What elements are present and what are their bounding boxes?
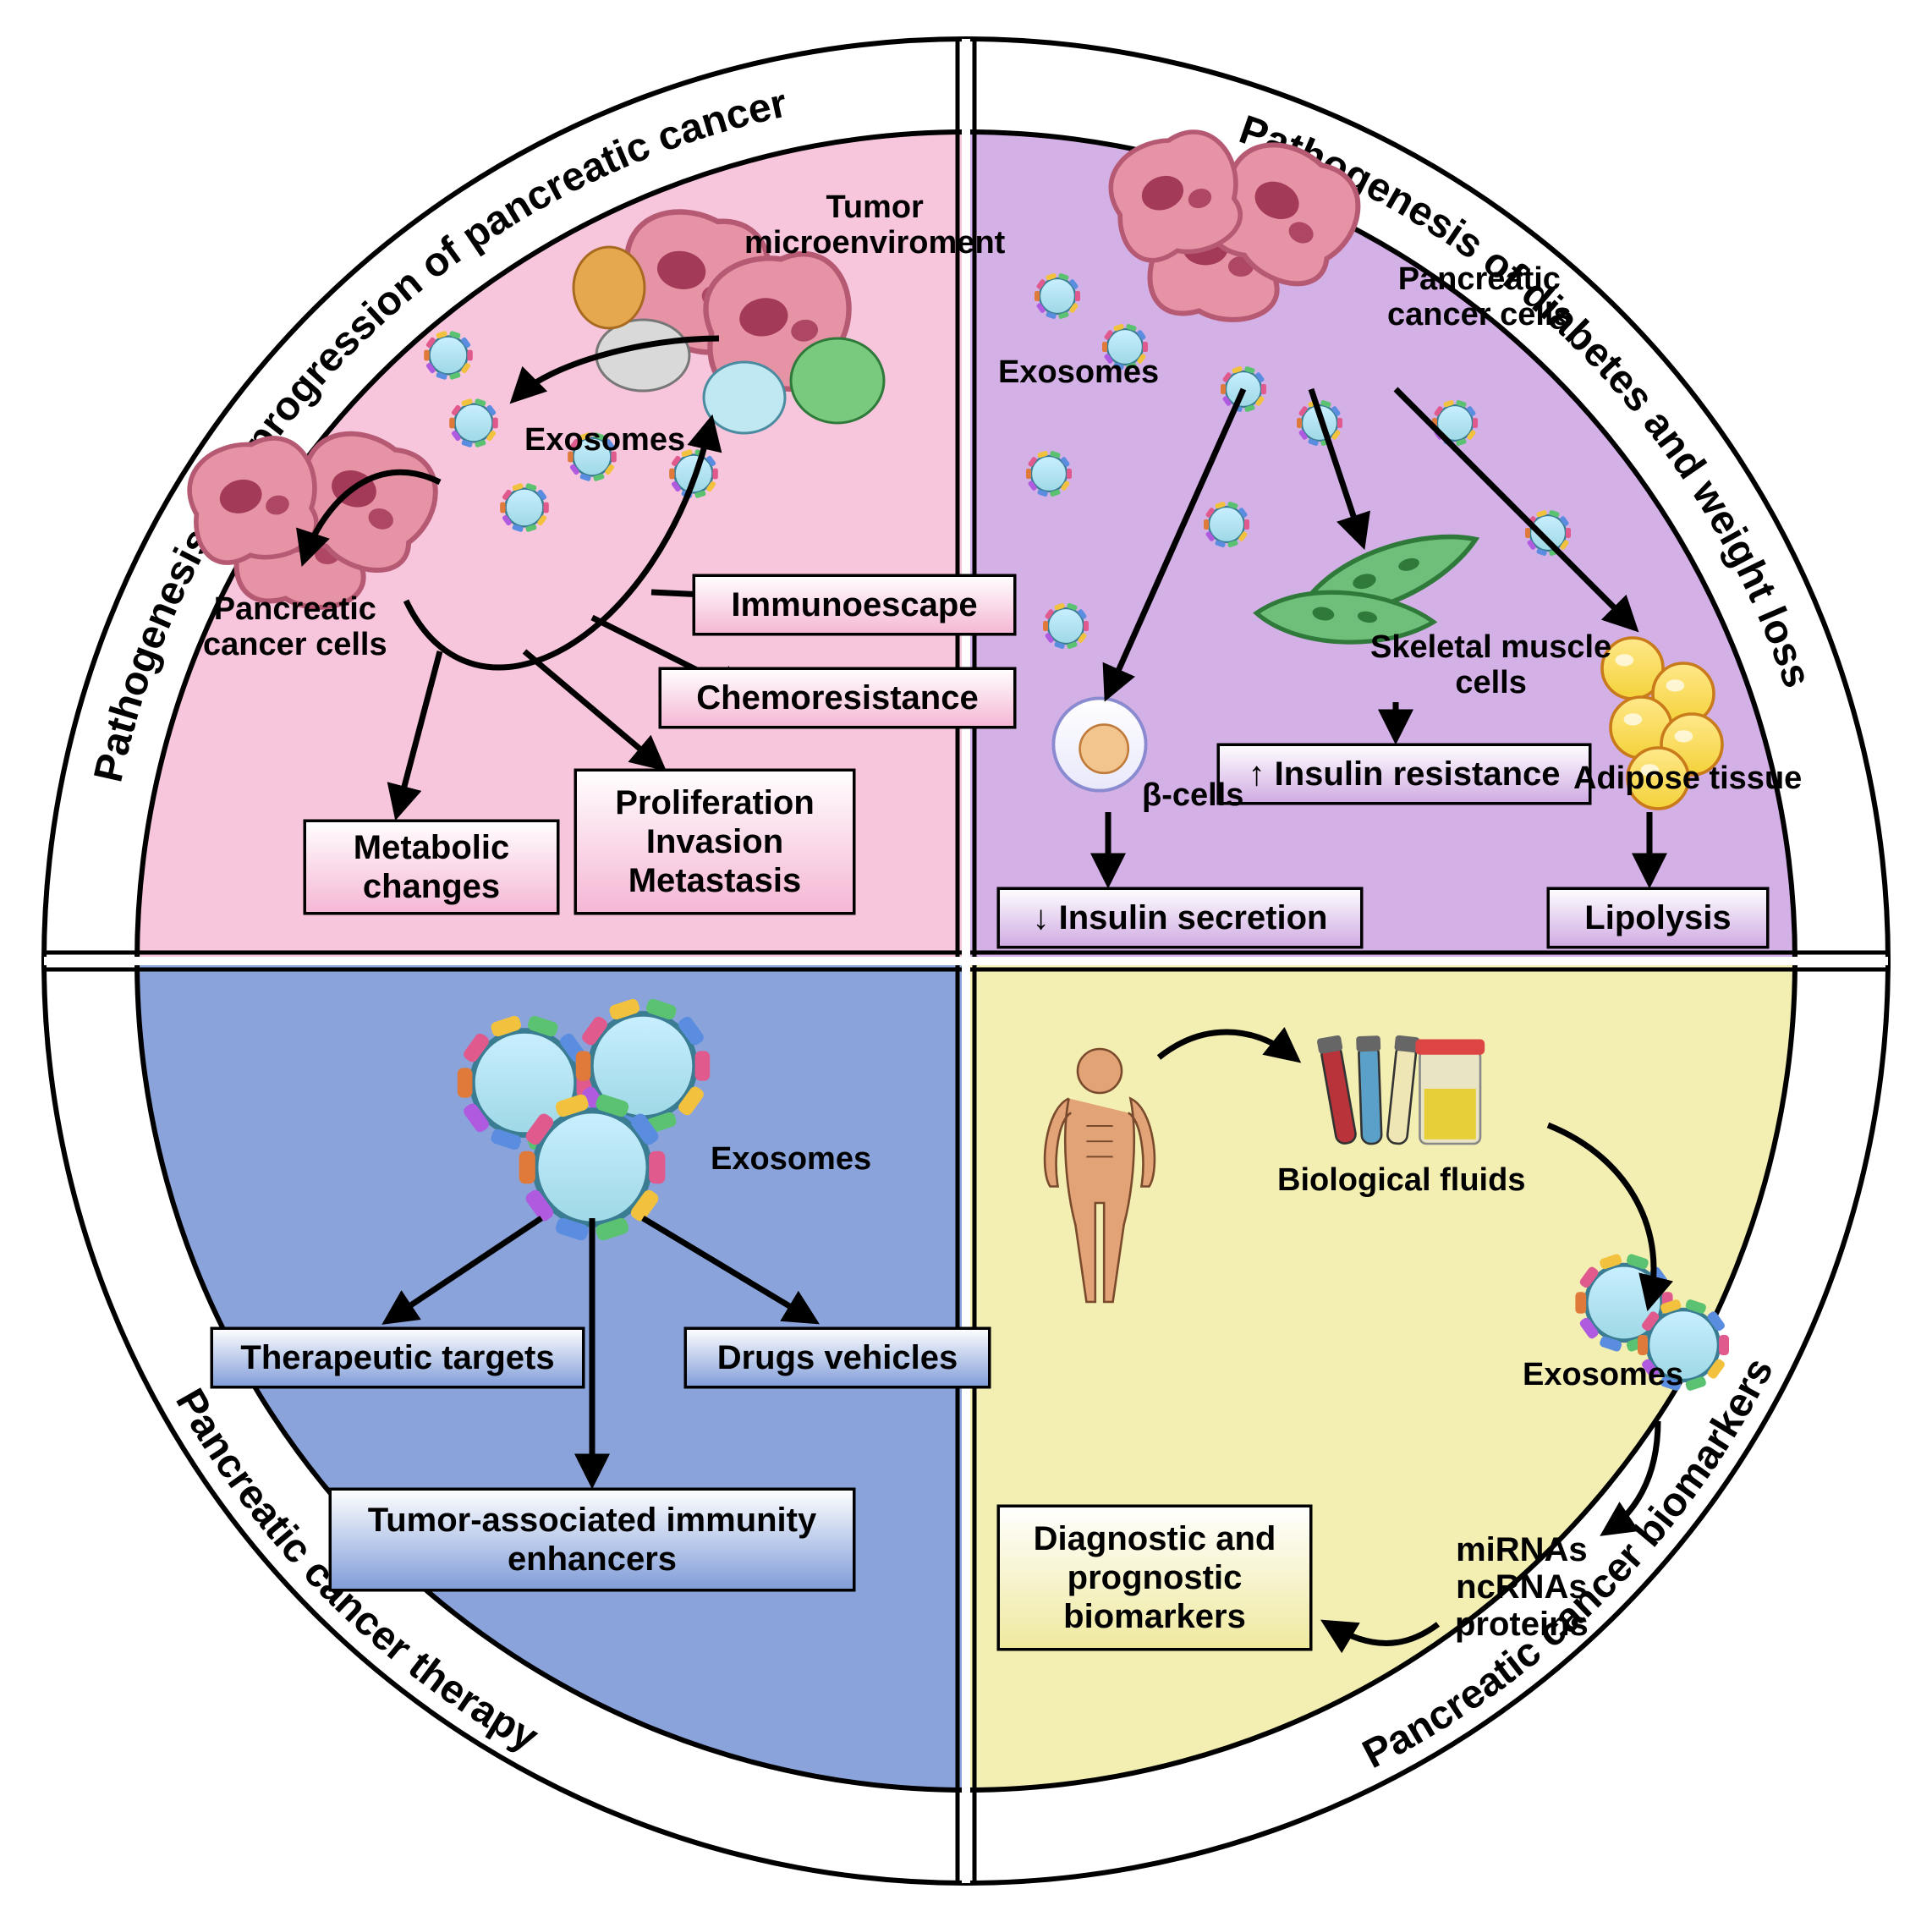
label-tr_adipose: Adipose tissue xyxy=(1573,761,1802,797)
label-tl_pcc: Pancreatic cancer cells xyxy=(203,592,387,663)
box-tr_lipolysis: Lipolysis xyxy=(1548,888,1768,947)
box-tl_prolif: Proliferation Invasion Metastasis xyxy=(575,770,854,914)
label-bl_exosomes: Exosomes xyxy=(711,1142,871,1178)
diagram-stage: Pathogenesis and progression of pancreat… xyxy=(0,0,1932,1922)
box-tr_insres: ↑ Insulin resistance xyxy=(1218,744,1590,804)
label-tr_beta: β-cells xyxy=(1142,778,1243,814)
diagram-svg: Pathogenesis and progression of pancreat… xyxy=(0,0,1932,1922)
box-bl_drugs: Drugs vehicles xyxy=(685,1328,990,1387)
box-bl_immun: Tumor-associated immunity enhancers xyxy=(330,1489,854,1590)
box-tr_inssec: ↓ Insulin secretion xyxy=(998,888,1362,947)
label-tr_exosomes: Exosomes xyxy=(998,355,1159,391)
label-br_exosomes: Exosomes xyxy=(1523,1358,1683,1393)
label-br_rnas: miRNAs ncRNAs proteins xyxy=(1455,1531,1589,1643)
box-br_diag: Diagnostic and prognostic biomarkers xyxy=(998,1506,1311,1650)
box-tl_metabolic: Metabolic changes xyxy=(305,821,558,914)
label-tr_pcc: Pancreatic cancer cells xyxy=(1387,262,1572,333)
label-br_biofluids: Biological fluids xyxy=(1277,1163,1525,1199)
label-tl_tumor_env: Tumor microenviroment xyxy=(744,190,1005,261)
box-bl_targets: Therapeutic targets xyxy=(211,1328,584,1387)
box-tl_chemo: Chemoresistance xyxy=(660,668,1015,728)
box-tl_immuno: Immunoescape xyxy=(694,575,1015,634)
label-tr_skeletal: Skeletal muscle cells xyxy=(1370,630,1611,701)
label-tl_exosomes: Exosomes xyxy=(524,423,685,459)
